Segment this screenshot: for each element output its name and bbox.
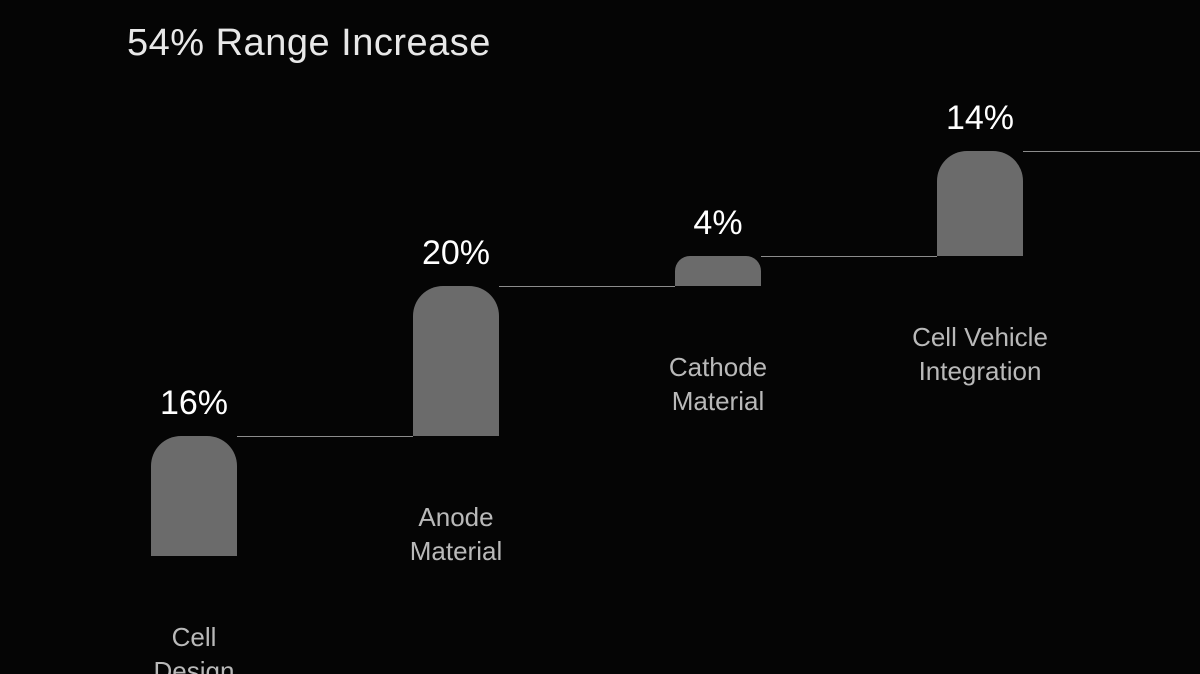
waterfall-bar: [937, 151, 1023, 256]
waterfall-connector: [237, 436, 413, 437]
bar-category-label: AnodeMaterial: [326, 500, 586, 568]
chart-title: 54% Range Increase: [127, 22, 491, 65]
waterfall-chart: 54% Range Increase 16% CellDesign 20% Anode…: [0, 0, 1200, 674]
bar-category-label: CellDesign: [64, 620, 324, 674]
waterfall-bar: [675, 256, 761, 286]
waterfall-bar: [151, 436, 237, 556]
waterfall-connector: [1023, 151, 1200, 152]
waterfall-bar: [413, 286, 499, 436]
bar-category-label: CathodeMaterial: [588, 350, 848, 418]
bar-value-label: 20%: [356, 234, 556, 273]
waterfall-connector: [761, 256, 937, 257]
bar-value-label: 4%: [618, 204, 818, 243]
bar-value-label: 16%: [94, 384, 294, 423]
waterfall-connector: [499, 286, 675, 287]
bar-value-label: 14%: [880, 99, 1080, 138]
bar-category-label: Cell VehicleIntegration: [850, 320, 1110, 388]
